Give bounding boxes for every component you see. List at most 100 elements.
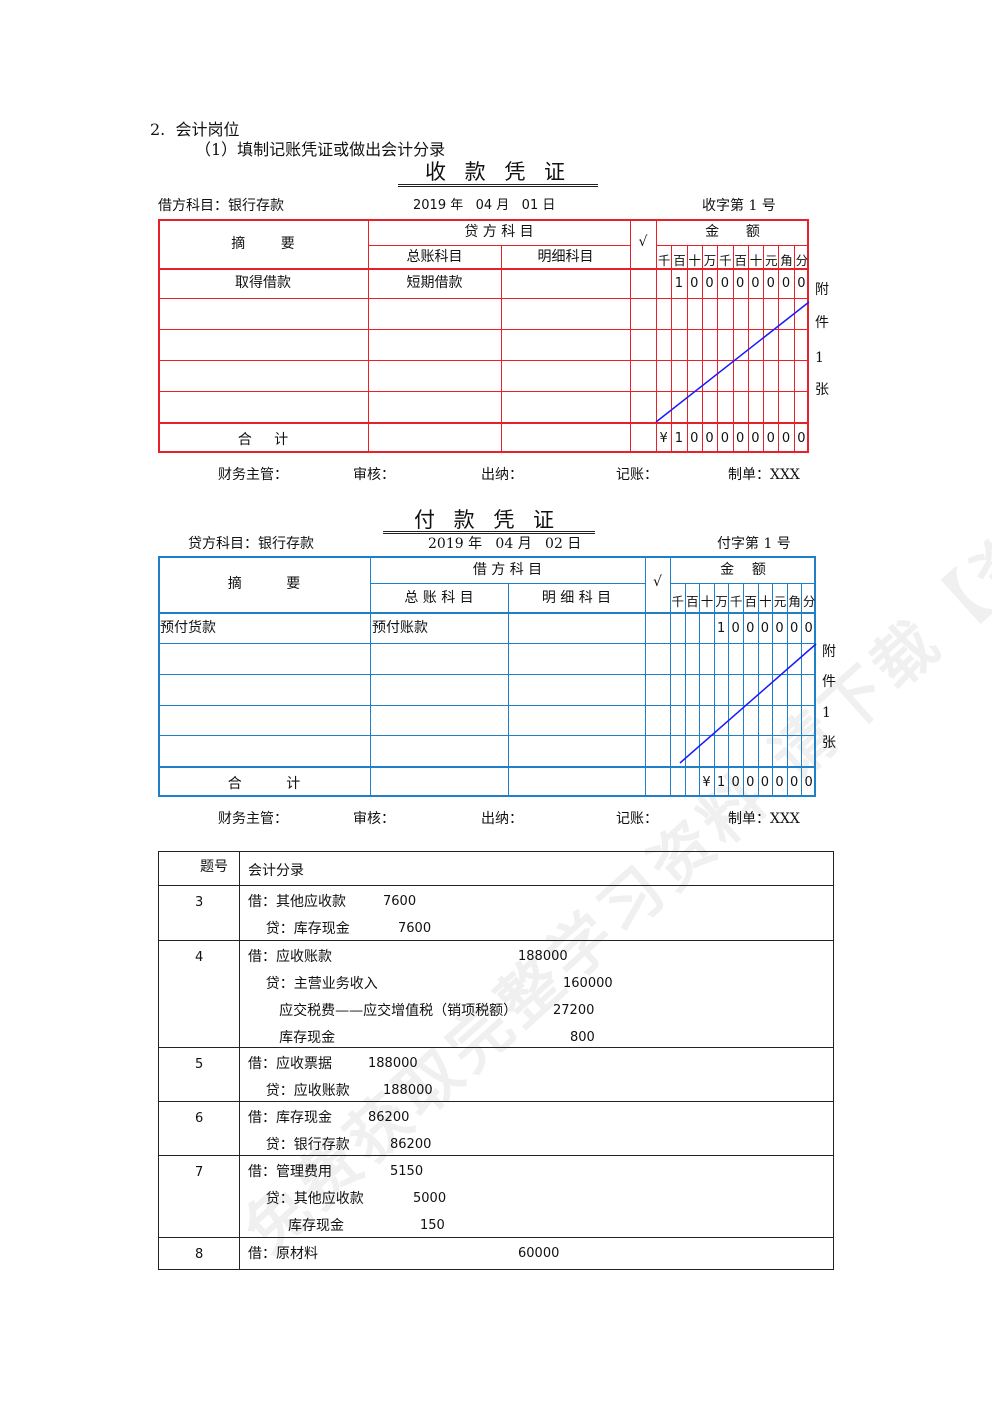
total-amount-digit: 0 xyxy=(705,430,714,446)
header-detail-account: 明 细 科 目 xyxy=(541,589,612,606)
total-amount-digit: 0 xyxy=(804,774,813,790)
header-summary: 摘 要 xyxy=(227,576,301,592)
digit-unit-label: 千 xyxy=(729,593,742,609)
header-check: √ xyxy=(653,574,662,590)
journal-row-number: 7 xyxy=(195,1165,204,1180)
digit-unit-label: 分 xyxy=(802,593,815,609)
total-amount-digit: 1 xyxy=(716,774,726,790)
total-amount-digit: ¥ xyxy=(702,774,711,790)
journal-entry-account: 贷：其他应收款 xyxy=(248,1191,364,1207)
journal-entry-amount: 7600 xyxy=(398,921,432,936)
journal-entry-amount: 188000 xyxy=(383,1083,433,1098)
journal-border xyxy=(158,851,834,1270)
header-check: √ xyxy=(638,233,648,250)
journal-entry-account: 借：原材料 xyxy=(248,1246,318,1262)
journal-entry-amount: 188000 xyxy=(368,1056,418,1071)
total-amount-digit: 0 xyxy=(789,774,799,790)
journal-entry-amount: 27200 xyxy=(553,1003,595,1018)
total-amount-digit: 0 xyxy=(731,774,740,790)
amount-digit: 0 xyxy=(731,620,740,636)
amount-digit: 1 xyxy=(674,276,684,291)
digit-unit-label: 元 xyxy=(764,252,778,268)
receipt-title-underline xyxy=(398,184,598,189)
total-amount-digit: 0 xyxy=(720,430,729,446)
journal-entry-amount: 60000 xyxy=(518,1246,560,1261)
payment-title: 付 款 凭 证 xyxy=(413,508,561,532)
amount-digit: 0 xyxy=(751,276,760,291)
row-summary: 取得借款 xyxy=(235,275,291,291)
grid-line xyxy=(158,735,816,736)
grid-line xyxy=(158,391,809,392)
grid-line xyxy=(786,583,788,797)
receipt-account: 借方科目：银行存款 xyxy=(158,198,284,214)
header-group: 贷 方 科 目 xyxy=(464,224,534,240)
header-amount: 金 额 xyxy=(705,224,760,240)
header-summary: 摘 要 xyxy=(231,235,295,252)
journal-entry-amount: 7600 xyxy=(383,894,417,909)
amount-digit: 0 xyxy=(720,276,729,291)
footer-review: 审核： xyxy=(353,467,395,483)
amount-digit: 0 xyxy=(797,276,806,291)
total-amount-digit: 1 xyxy=(674,430,684,446)
grid-line xyxy=(630,219,631,453)
grid-line xyxy=(508,583,509,797)
amount-digit: 0 xyxy=(766,276,775,291)
total-amount-digit: 0 xyxy=(751,430,760,446)
attachment-label: 1 xyxy=(822,705,831,721)
footer-review: 审核： xyxy=(353,811,395,827)
total-amount-digit: 0 xyxy=(781,430,791,446)
journal-entry-account: 库存现金 xyxy=(248,1218,345,1234)
amount-digit: 0 xyxy=(781,276,791,291)
row-general-account: 预付账款 xyxy=(372,619,428,636)
amount-digit: 0 xyxy=(804,620,813,636)
journal-entry-amount: 5000 xyxy=(413,1191,447,1206)
amount-digit: 0 xyxy=(775,620,784,636)
digit-unit-label: 百 xyxy=(734,252,747,268)
grid-line xyxy=(368,219,369,453)
grid-line xyxy=(757,583,759,797)
digit-unit-label: 十 xyxy=(700,593,713,609)
grid-line xyxy=(158,360,809,361)
digit-unit-label: 十 xyxy=(749,252,763,268)
grid-line xyxy=(239,851,240,1270)
journal-entry-account: 借：应收账款 xyxy=(248,949,332,965)
digit-unit-label: 百 xyxy=(744,593,757,609)
header-detail-account: 明细科目 xyxy=(537,248,594,265)
grid-line xyxy=(801,583,803,797)
attachment-label: 件 xyxy=(815,315,829,331)
row-summary: 预付货款 xyxy=(160,619,216,636)
payment-account: 贷方科目：银行存款 xyxy=(188,536,314,552)
digit-unit-label: 千 xyxy=(657,252,671,268)
total-amount-digit: 0 xyxy=(760,774,770,790)
grid-line xyxy=(772,583,774,797)
journal-entry-account: 借：库存现金 xyxy=(248,1110,332,1126)
journal-entry-amount: 5150 xyxy=(390,1164,424,1179)
journal-header-no: 题号 xyxy=(200,859,228,875)
grid-line xyxy=(158,674,816,675)
grid-line xyxy=(501,245,502,453)
grid-line xyxy=(158,885,834,886)
total-label: 合 计 xyxy=(237,431,289,448)
total-amount-digit: ¥ xyxy=(659,430,668,446)
journal-entry-account: 借：管理费用 xyxy=(248,1164,332,1180)
grid-line xyxy=(370,556,371,797)
amount-digit: 0 xyxy=(789,620,799,636)
footer-supervisor: 财务主管： xyxy=(218,467,288,483)
attachment-label: 张 xyxy=(815,382,829,398)
journal-row-number: 8 xyxy=(195,1247,204,1262)
total-amount-digit: 0 xyxy=(766,430,775,446)
journal-entry-account: 借：其他应收款 xyxy=(248,894,346,910)
journal-row-number: 5 xyxy=(195,1057,204,1072)
grid-line xyxy=(158,1101,834,1102)
footer-preparer: 制单：XXX xyxy=(728,467,800,483)
digit-unit-label: 千 xyxy=(671,593,684,609)
journal-row-number: 4 xyxy=(195,950,204,965)
payment-date: 2019 年 04 月 02 日 xyxy=(428,536,582,552)
grid-line xyxy=(158,268,809,270)
footer-preparer: 制单：XXX xyxy=(728,811,800,827)
digit-unit-label: 分 xyxy=(795,252,809,268)
journal-entry-amount: 150 xyxy=(420,1218,445,1233)
footer-cashier: 出纳： xyxy=(481,811,523,827)
amount-digit: 0 xyxy=(690,276,699,291)
